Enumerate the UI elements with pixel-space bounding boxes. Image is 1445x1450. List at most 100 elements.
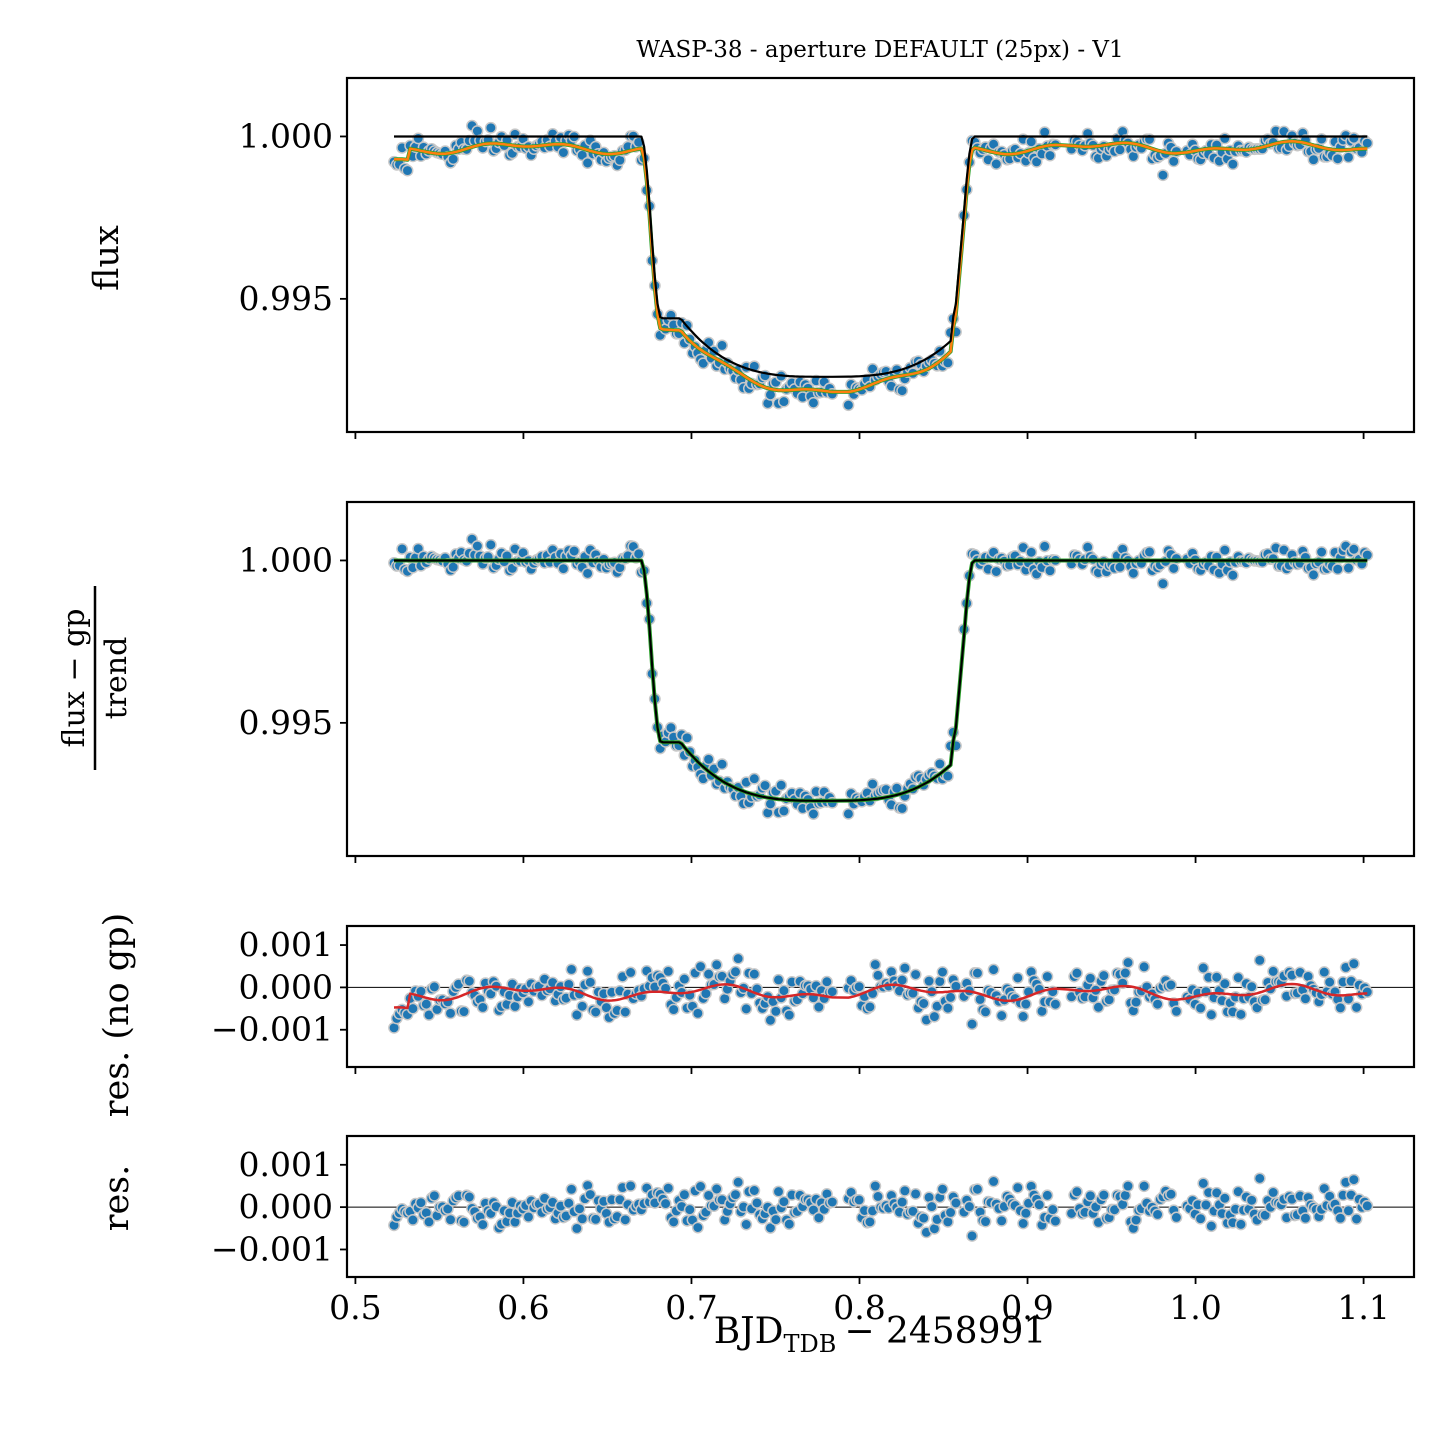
data-point	[447, 153, 460, 166]
data-point	[1318, 966, 1331, 979]
data-point	[963, 1200, 976, 1213]
transit-model-line	[394, 559, 1368, 802]
data-point	[1019, 1207, 1032, 1220]
data-point	[928, 1010, 941, 1023]
data-point	[966, 1018, 979, 1031]
data-point	[1253, 1172, 1266, 1185]
data-point	[896, 384, 909, 397]
data-point	[565, 963, 578, 976]
data-point	[1194, 1212, 1207, 1225]
xlabel-subscript: TDB	[783, 1330, 836, 1358]
data-point	[853, 1193, 866, 1206]
data-point	[471, 540, 484, 552]
data-point	[576, 1212, 589, 1225]
data-point	[565, 1183, 578, 1196]
data-point	[1347, 1173, 1360, 1186]
data-point	[936, 1183, 949, 1196]
data-point	[444, 1007, 457, 1020]
ylabel-detrended-fraction: flux − gp trend	[57, 586, 134, 770]
data-point	[581, 965, 594, 978]
data-point	[484, 121, 497, 134]
data-point	[1084, 972, 1097, 985]
data-point	[783, 1009, 796, 1021]
data-point	[1011, 1181, 1024, 1194]
data-point	[414, 1196, 427, 1209]
data-point	[1151, 1208, 1164, 1221]
data-point	[896, 1196, 909, 1209]
data-point	[764, 1221, 777, 1234]
data-point	[1011, 971, 1024, 984]
x-tick-label: 0.8	[833, 1288, 885, 1327]
ylabel-denominator: trend	[99, 637, 134, 720]
data-point	[1315, 546, 1328, 558]
data-point	[1143, 545, 1156, 558]
data-point	[820, 975, 833, 988]
data-point	[971, 1183, 984, 1196]
data-point	[710, 958, 723, 971]
data-point	[716, 758, 728, 771]
data-point	[898, 962, 911, 975]
data-point	[1138, 960, 1151, 973]
data-point	[573, 1202, 586, 1215]
data-point	[732, 952, 745, 965]
x-tick-label: 0.5	[329, 1288, 381, 1327]
data-point	[1030, 155, 1043, 168]
xlabel-tail: − 2458991	[844, 1311, 1046, 1352]
data-point	[1197, 962, 1210, 974]
data-point	[522, 1210, 535, 1223]
data-point	[775, 779, 788, 792]
data-point	[863, 1215, 876, 1228]
data-point	[1245, 1194, 1258, 1207]
data-point	[1044, 149, 1056, 162]
data-point	[568, 545, 581, 557]
gp-line	[393, 982, 1368, 1010]
data-point	[678, 973, 691, 986]
data-point	[1033, 1198, 1046, 1211]
data-point	[1205, 1220, 1218, 1233]
data-point	[576, 1000, 589, 1013]
x-tick-label: 0.9	[1001, 1288, 1053, 1327]
data-point	[683, 1203, 696, 1216]
data-point	[1331, 563, 1344, 576]
data-point	[1041, 970, 1054, 983]
data-point	[748, 968, 761, 981]
data-point	[619, 1006, 632, 1018]
data-point	[842, 399, 855, 412]
data-point	[949, 1197, 962, 1209]
data-point	[1157, 169, 1169, 182]
data-point	[484, 538, 497, 551]
data-point	[987, 963, 1000, 976]
data-point	[740, 1002, 753, 1015]
data-point	[1331, 152, 1344, 165]
data-point	[406, 1214, 419, 1226]
data-point	[619, 1213, 632, 1226]
data-point	[1165, 979, 1177, 991]
data-point	[570, 1222, 583, 1235]
data-point	[428, 980, 441, 993]
data-point	[751, 1196, 763, 1209]
data-point	[740, 1218, 753, 1231]
data-point	[1019, 998, 1032, 1011]
data-point	[694, 960, 707, 973]
data-point	[522, 995, 535, 1008]
data-point	[1342, 151, 1355, 164]
data-point	[1197, 1177, 1210, 1190]
y-tick-label: 0.001	[239, 925, 333, 964]
data-point	[1084, 1189, 1097, 1202]
data-point	[906, 1205, 919, 1218]
ylabel-residuals: res.	[97, 1165, 137, 1232]
data-points	[388, 119, 1374, 412]
data-point	[866, 778, 879, 791]
data-point	[826, 1196, 839, 1208]
data-point	[1017, 1010, 1030, 1023]
data-point	[777, 804, 790, 817]
data-point	[1044, 564, 1056, 577]
data-point	[1041, 1189, 1054, 1202]
data-point	[748, 1184, 761, 1197]
data-point	[1218, 1192, 1231, 1205]
data-point	[1025, 546, 1038, 559]
data-point	[423, 1009, 435, 1021]
data-point	[896, 974, 909, 987]
